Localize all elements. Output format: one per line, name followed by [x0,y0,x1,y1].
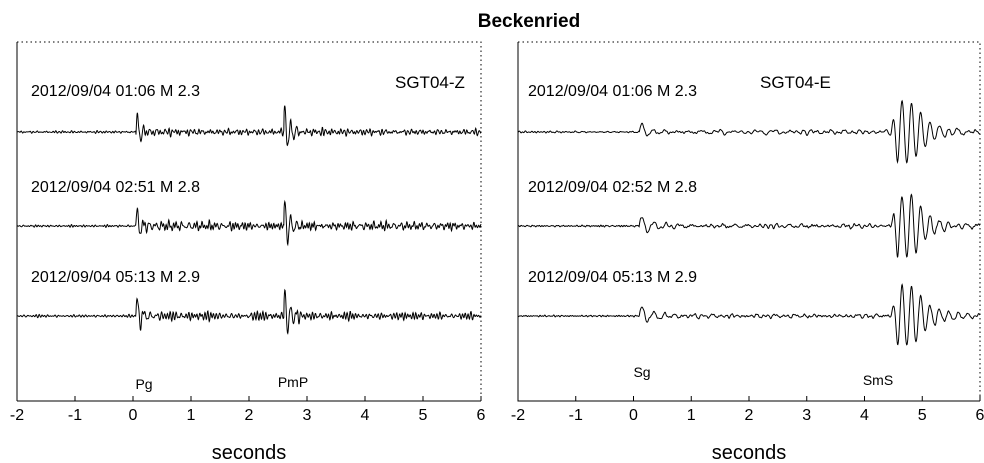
x-tick-label: -2 [511,407,525,424]
x-tick-label: 0 [129,407,138,424]
x-axis-label: seconds [212,442,287,463]
event-label: 2012/09/04 05:13 M 2.9 [31,269,200,286]
x-tick-label: -1 [68,407,82,424]
seismogram-trace [517,193,981,258]
x-tick-label: 4 [860,407,869,424]
seismogram-trace [517,283,981,346]
x-tick-label: 5 [918,407,927,424]
event-label: 2012/09/04 01:06 M 2.3 [528,83,697,100]
traces [16,105,482,335]
x-tick-label: 6 [477,407,486,424]
seismogram-trace [517,99,981,165]
x-tick-label: 3 [802,407,811,424]
station-label: SGT04-E [760,73,831,92]
phase-label: Pg [135,376,152,392]
x-tick-label: 1 [687,407,696,424]
x-tick-label: 6 [976,407,984,424]
x-tick-label: -2 [10,407,24,424]
x-tick-label: 5 [419,407,428,424]
seismogram-trace [16,199,482,247]
x-tick-label: -1 [569,407,583,424]
event-label: 2012/09/04 01:06 M 2.3 [31,83,200,100]
station-label: SGT04-Z [395,73,465,92]
x-tick-label: 2 [245,407,254,424]
x-tick-label: 3 [303,407,312,424]
plot-frame [16,41,482,402]
event-label: 2012/09/04 02:51 M 2.8 [31,179,200,196]
x-tick-label: 1 [187,407,196,424]
seismogram-trace [16,105,482,147]
event-label: 2012/09/04 02:52 M 2.8 [528,179,697,196]
figure-title: Beckenried [478,11,580,32]
panel-sgt04-z: -2 -1 0 1 2 3 4 5 6 2012/09/04 01:06 M 2.3 2012/… [10,41,486,463]
panel-sgt04-e: -2 -1 0 1 2 3 4 5 6 2012/09/04 01:06 M 2.3 2012/… [511,41,984,463]
x-ticks: -2 -1 0 1 2 3 4 5 6 [10,396,486,424]
traces [517,99,981,346]
x-tick-label: 2 [745,407,754,424]
phase-label: PmP [278,374,308,390]
x-ticks: -2 -1 0 1 2 3 4 5 6 [511,396,984,424]
phase-label: SmS [863,372,893,388]
x-tick-label: 4 [361,407,370,424]
x-axis-label: seconds [712,442,787,463]
event-label: 2012/09/04 05:13 M 2.9 [528,269,697,286]
x-tick-label: 0 [629,407,638,424]
phase-label: Sg [633,364,650,380]
seismogram-trace [16,288,482,335]
